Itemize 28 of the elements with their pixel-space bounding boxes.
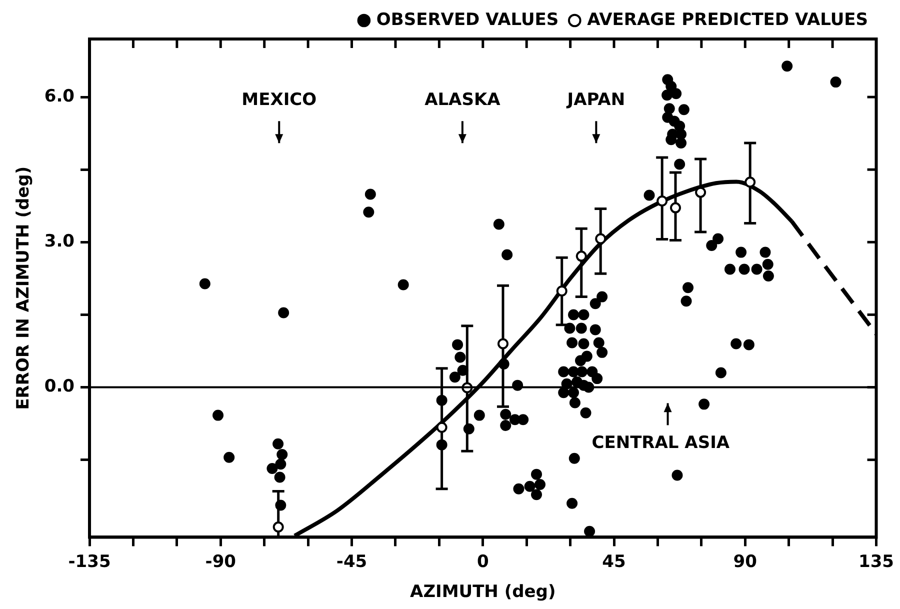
point — [595, 233, 606, 244]
y-tick-label: 0.0 — [44, 376, 75, 397]
x-tick-label: -135 — [68, 552, 111, 572]
annotation: ALASKA — [424, 90, 502, 110]
point — [576, 250, 587, 262]
point — [556, 286, 568, 296]
x-tick-label: 135 — [858, 552, 894, 572]
annotation: JAPAN — [566, 90, 626, 110]
y-axis-title: ERROR IN AZIMUTH (deg) — [14, 166, 34, 410]
legend-label: AVERAGE PREDICTED VALUES — [587, 10, 868, 30]
legend-label: OBSERVED VALUES — [376, 10, 559, 30]
annotation: CENTRAL ASIA — [592, 433, 730, 454]
y-tick-label: 6.0 — [44, 86, 75, 106]
point — [744, 176, 756, 188]
point — [436, 422, 448, 433]
y-tick-label: 3.0 — [44, 232, 75, 252]
point — [272, 522, 284, 533]
x-tick-label: -45 — [336, 552, 368, 572]
point — [656, 196, 668, 207]
x-tick-label: 0 — [476, 552, 489, 572]
x-tick-label: 45 — [602, 552, 626, 572]
point — [497, 338, 508, 350]
point — [670, 202, 681, 214]
annotation: MEXICO — [242, 90, 317, 110]
x-axis-title: AZIMUTH (deg) — [410, 582, 556, 602]
x-tick-label: 90 — [733, 552, 758, 572]
point — [695, 186, 706, 198]
x-tick-label: -90 — [205, 552, 236, 572]
